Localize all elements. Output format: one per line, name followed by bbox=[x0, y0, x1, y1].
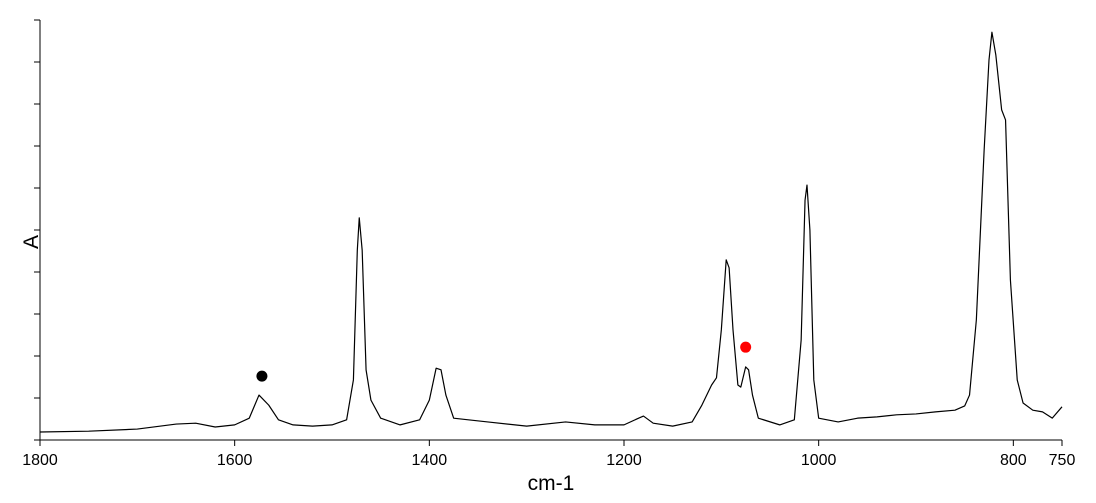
x-tick-label: 1800 bbox=[22, 452, 58, 469]
marker-dot bbox=[256, 370, 268, 382]
y-axis-title: A bbox=[20, 235, 43, 249]
x-tick-label: 1600 bbox=[217, 452, 253, 469]
x-tick-label: 1000 bbox=[801, 452, 837, 469]
x-tick-label: 1200 bbox=[606, 452, 642, 469]
x-tick-label: 1400 bbox=[412, 452, 448, 469]
spectrum-line bbox=[39, 31, 1063, 433]
x-tick-label: 750 bbox=[1049, 452, 1076, 469]
x-tick-label: 800 bbox=[1000, 452, 1027, 469]
x-axis-title: cm-1 bbox=[528, 472, 575, 495]
marker-dot bbox=[740, 341, 752, 353]
